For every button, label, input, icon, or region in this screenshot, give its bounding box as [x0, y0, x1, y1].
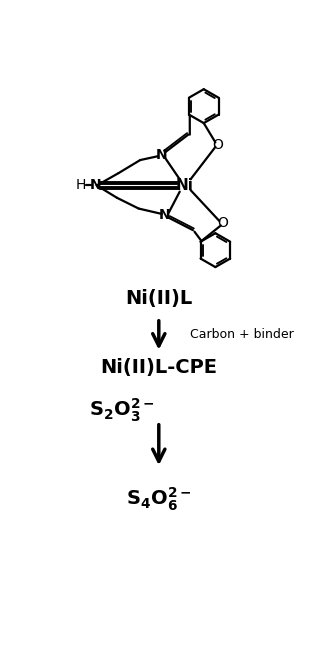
Text: Ni: Ni — [175, 178, 193, 193]
Text: $\mathbf{S_4O_6^{2-}}$: $\mathbf{S_4O_6^{2-}}$ — [126, 485, 192, 513]
Text: N: N — [155, 148, 167, 162]
Text: Ni(II)L: Ni(II)L — [125, 289, 193, 308]
Text: N: N — [159, 209, 171, 222]
Text: O: O — [218, 216, 229, 230]
Text: N: N — [90, 178, 101, 193]
Text: Ni(II)L-CPE: Ni(II)L-CPE — [100, 358, 217, 378]
Text: O: O — [212, 138, 223, 152]
Text: Carbon + binder: Carbon + binder — [190, 328, 294, 341]
Text: H: H — [76, 178, 87, 193]
Text: $\mathbf{S_2O_3^{2-}}$: $\mathbf{S_2O_3^{2-}}$ — [89, 397, 154, 424]
